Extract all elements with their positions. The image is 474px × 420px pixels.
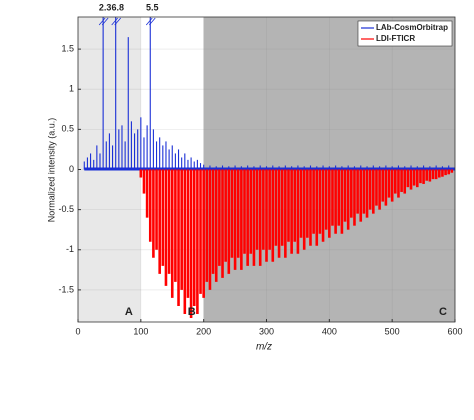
legend-label: LDI-FTICR [376, 34, 415, 43]
break-mark [148, 17, 156, 26]
x-tick-label: 400 [322, 326, 337, 336]
x-tick-label: 600 [447, 326, 462, 336]
break-mark [98, 17, 106, 26]
y-tick-label: -1.5 [58, 284, 74, 294]
break-mark [101, 17, 109, 26]
x-tick-label: 0 [75, 326, 80, 336]
y-tick-label: 1.5 [61, 43, 74, 53]
break-mark [114, 17, 122, 26]
x-axis-label: m/z [256, 342, 272, 353]
y-tick-label: 0.5 [61, 124, 74, 134]
region-label: B [188, 306, 196, 318]
break-mark [145, 17, 153, 26]
y-axis-label: Normalized intensity (a.u.) [46, 118, 56, 223]
axes-frame [77, 16, 456, 323]
x-tick-label: 500 [385, 326, 400, 336]
x-tick-label: 300 [259, 326, 274, 336]
x-tick-label: 200 [196, 326, 211, 336]
y-tick-label: -0.5 [58, 204, 74, 214]
break-mark [111, 17, 119, 26]
annotation: 5.5 [146, 2, 159, 12]
legend-box [357, 20, 453, 47]
legend-label: LAb-CosmOrbitrap [376, 23, 448, 32]
region-label: A [125, 306, 133, 318]
y-tick-label: 1 [69, 84, 74, 94]
annotation: 6.8 [111, 2, 124, 12]
y-tick-label: 0 [69, 164, 74, 174]
y-tick-label: -1 [66, 244, 74, 254]
baseline-band [84, 167, 455, 171]
x-tick-label: 100 [133, 326, 148, 336]
plot-area [83, 17, 455, 318]
region-label: C [439, 306, 447, 318]
annotation: 2.3 [99, 2, 112, 12]
